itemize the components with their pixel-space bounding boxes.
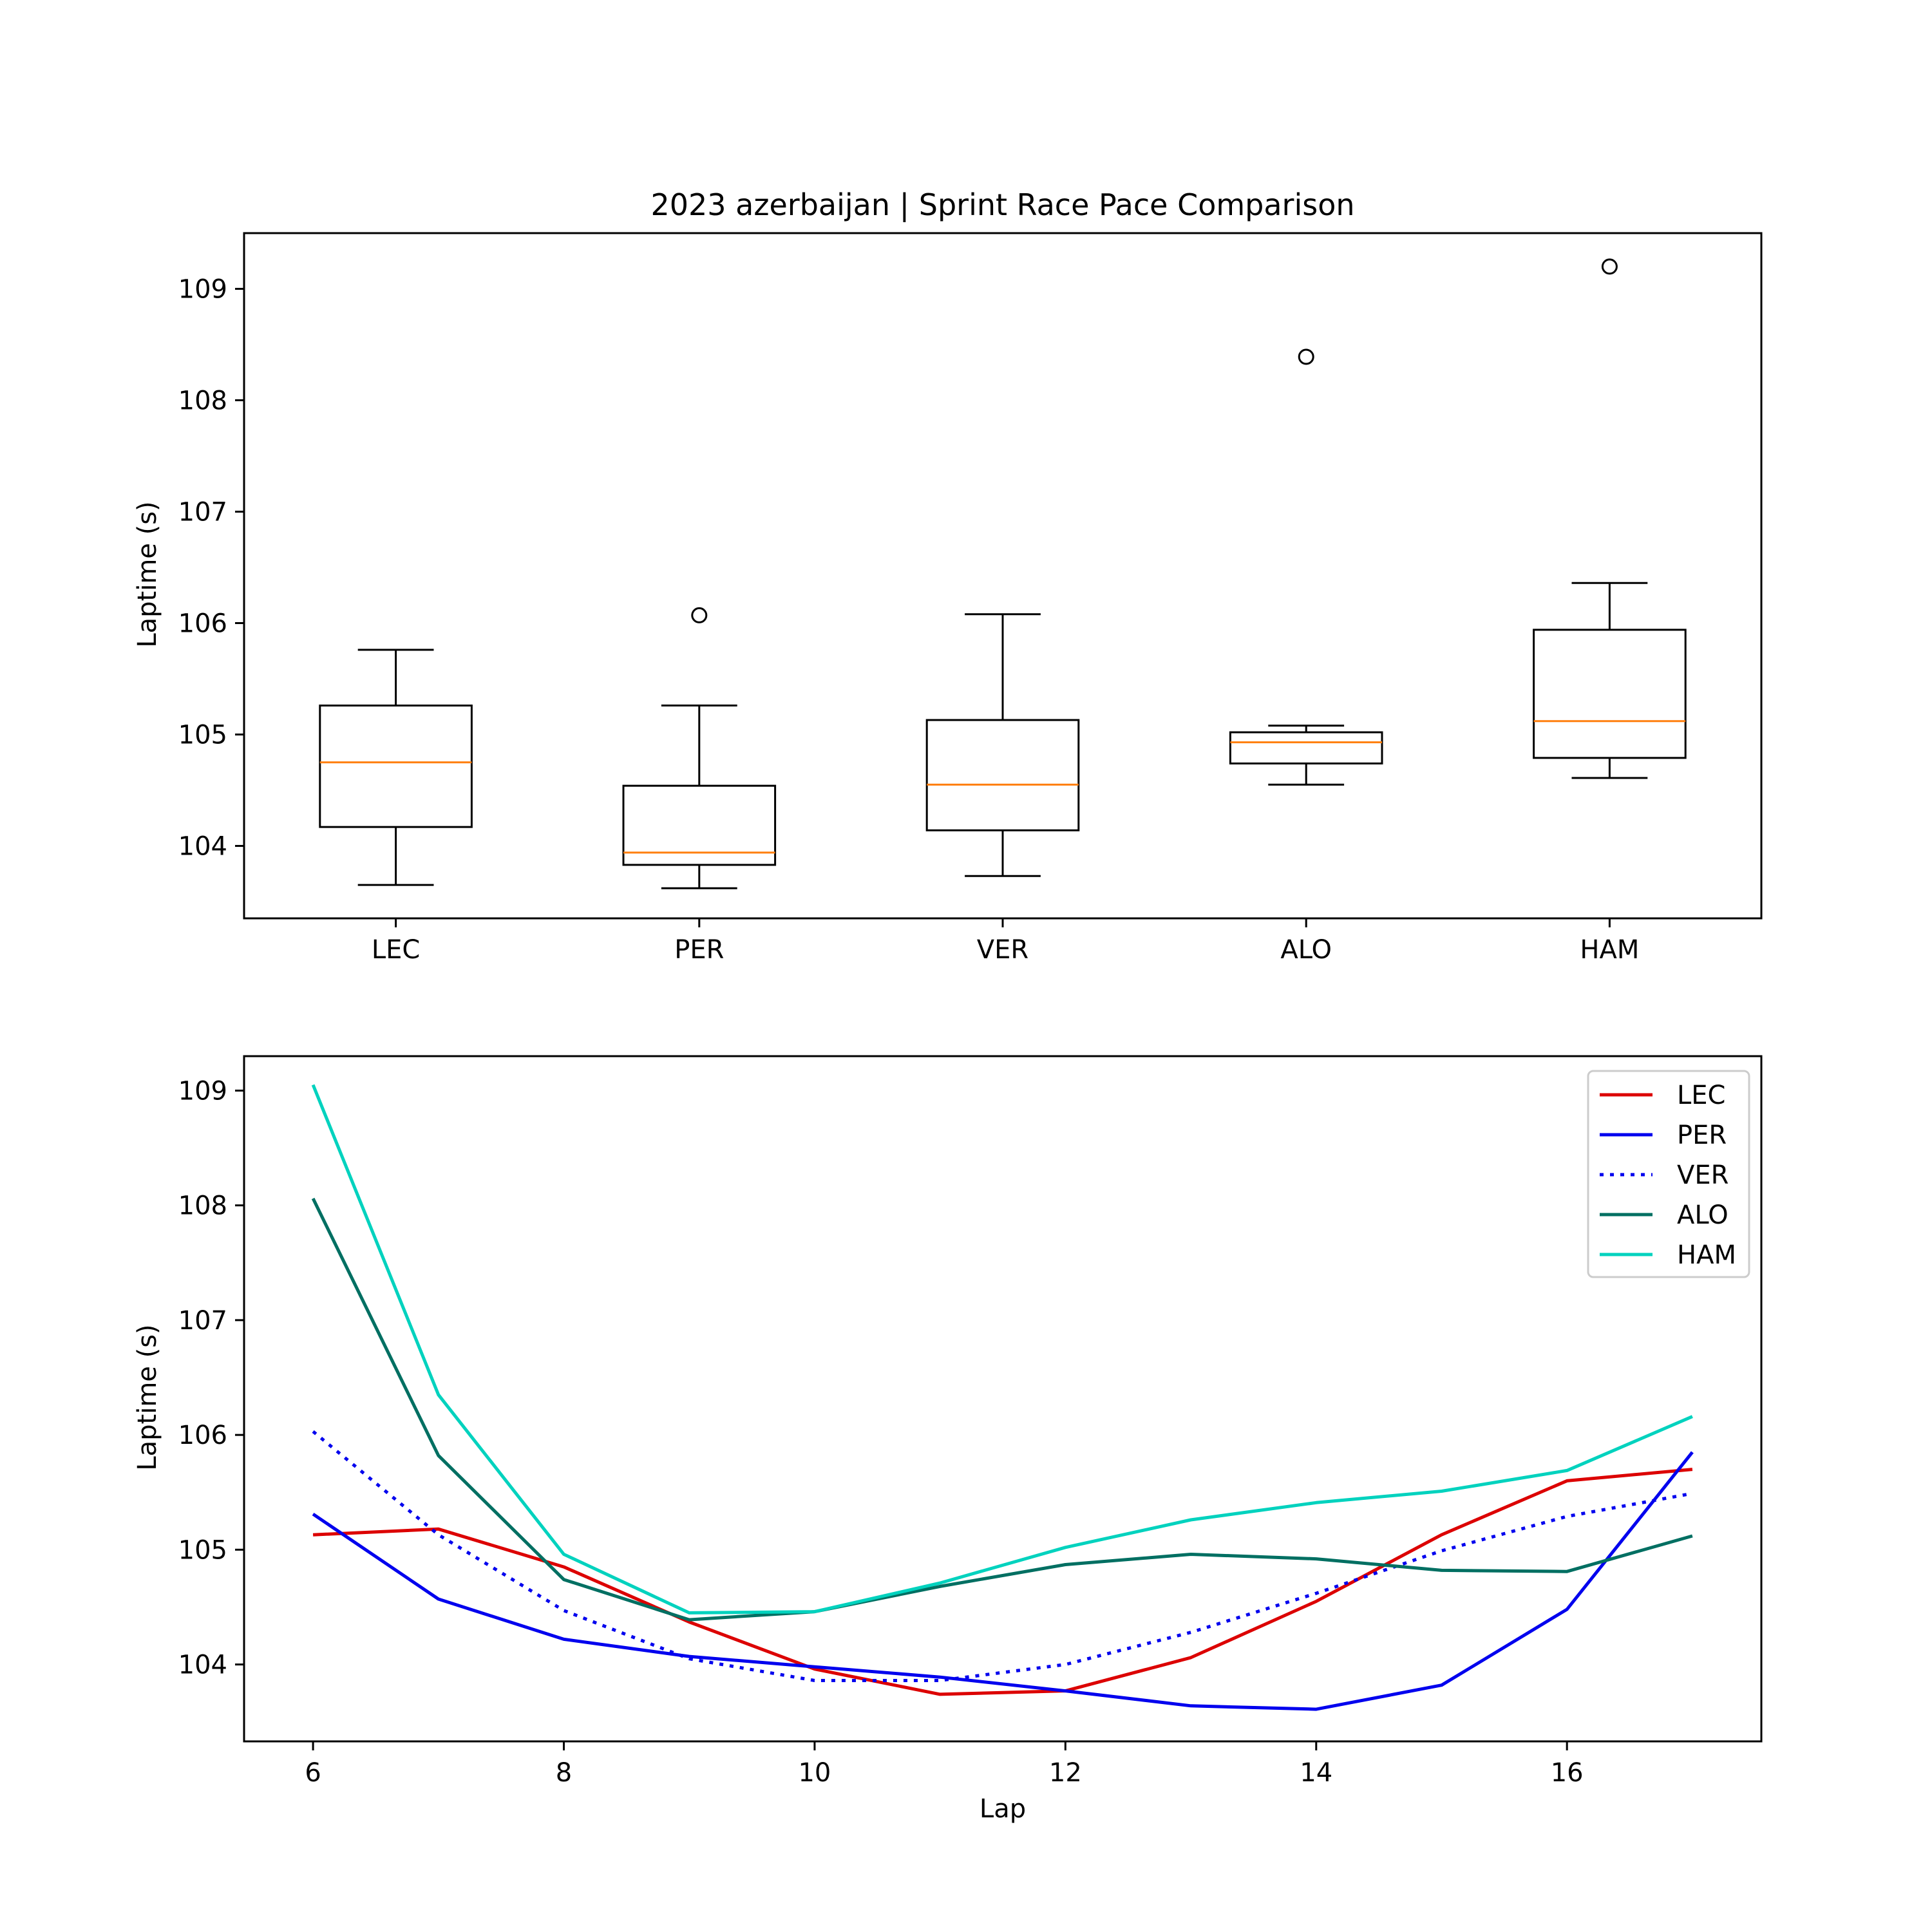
series-line-ham	[311, 1084, 1693, 1615]
box-plot-panel: 2023 azerbaijan | Sprint Race Pace Compa…	[133, 187, 1763, 965]
line-x-axis-label: Lap	[980, 1794, 1026, 1824]
line-y-tick-label: 109	[178, 1076, 227, 1106]
line-chart-panel: 104 105 106 107 108 109 6 8 10 12 14 16 Lap Laptim…	[133, 1055, 1763, 1824]
line-x-tick-label: 8	[556, 1758, 572, 1788]
box-y-tick-label: 109	[178, 275, 227, 305]
interquartile-box	[1533, 629, 1687, 759]
series-line-ver	[312, 1430, 1693, 1682]
legend-items: LEC PER VER ALO HAM	[1600, 1081, 1736, 1270]
line-x-tick-label: 14	[1300, 1758, 1332, 1788]
box-y-tick-label: 105	[178, 721, 227, 750]
interquartile-box	[319, 705, 473, 828]
line-x-tick-label: 6	[305, 1758, 321, 1788]
box-x-tick-label-per: PER	[674, 935, 724, 965]
series-line-alo	[311, 1197, 1693, 1622]
box-per	[622, 607, 777, 889]
box-y-tick-label: 108	[178, 386, 227, 416]
line-y-tick-label: 108	[178, 1191, 227, 1221]
interquartile-box	[1229, 731, 1383, 765]
line-y-tick-label: 105	[178, 1535, 227, 1565]
line-x-ticks: 6 8 10 12 14 16	[305, 1741, 1584, 1788]
interquartile-box	[622, 784, 777, 866]
box-y-tick-label: 104	[178, 832, 227, 862]
line-x-tick-label: 16	[1551, 1758, 1584, 1788]
line-y-ticks: 104 105 106 107 108 109	[178, 1076, 244, 1680]
outlier-point	[1298, 348, 1314, 365]
box-y-ticks: 104 105 106 107 108 109	[178, 275, 244, 862]
chart-title: 2023 azerbaijan | Sprint Race Pace Compa…	[650, 187, 1354, 223]
line-x-tick-label: 10	[798, 1758, 831, 1788]
interquartile-box	[925, 719, 1080, 831]
box-y-axis-label: Laptime (s)	[133, 501, 162, 647]
series-line-per	[312, 1451, 1694, 1711]
box-x-tick-label-lec: LEC	[372, 935, 421, 965]
box-y-tick-label: 107	[178, 498, 227, 527]
line-y-tick-label: 106	[178, 1421, 227, 1450]
line-chart-frame	[243, 1055, 1763, 1743]
line-series	[311, 1084, 1694, 1711]
line-y-tick-label: 104	[178, 1651, 227, 1680]
line-y-axis-label: Laptime (s)	[133, 1324, 162, 1470]
legend-label-ver: VER	[1677, 1160, 1728, 1190]
legend: LEC PER VER ALO HAM	[1587, 1070, 1750, 1278]
box-x-tick-label-alo: ALO	[1280, 935, 1332, 965]
box-x-tick-label-ham: HAM	[1580, 935, 1639, 965]
box-x-ticks: LEC PER VER ALO HAM	[372, 918, 1639, 965]
legend-frame	[1587, 1070, 1750, 1278]
outlier-point	[691, 607, 708, 623]
line-y-tick-label: 107	[178, 1306, 227, 1336]
box-marks	[319, 258, 1687, 889]
box-ver	[925, 613, 1080, 877]
box-alo	[1229, 348, 1383, 786]
outlier-point	[1601, 258, 1618, 275]
box-y-tick-label: 106	[178, 609, 227, 639]
box-x-tick-label-ver: VER	[977, 935, 1028, 965]
box-plot-frame	[243, 232, 1763, 920]
box-ham	[1533, 258, 1687, 779]
box-lec	[319, 649, 473, 886]
legend-label-per: PER	[1677, 1121, 1727, 1150]
legend-label-alo: ALO	[1677, 1200, 1728, 1230]
legend-label-ham: HAM	[1677, 1240, 1736, 1270]
legend-label-lec: LEC	[1677, 1081, 1726, 1110]
line-x-tick-label: 12	[1049, 1758, 1082, 1788]
